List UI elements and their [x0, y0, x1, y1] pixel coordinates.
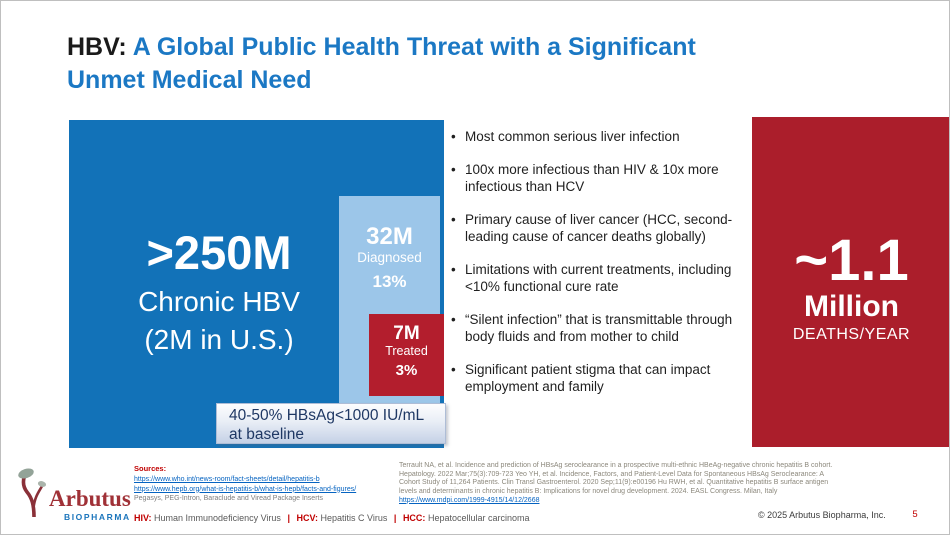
fact-item-3: Primary cause of liver cancer (HCC, seco…	[451, 211, 745, 246]
chronic-hbv-text: >250M Chronic HBV (2M in U.S.)	[69, 120, 369, 405]
diagnosed-label: Diagnosed	[357, 250, 422, 265]
deaths-unit: Million	[804, 290, 899, 323]
treated-value: 7M	[393, 323, 420, 344]
logo-company-sub: BIOPHARMA	[63, 512, 131, 522]
abbr-hcv-full: Hepatitis C Virus	[320, 513, 388, 523]
citations-text: Terrault NA, et al. Incidence and predic…	[399, 462, 833, 496]
abbr-hcv: HCV:	[296, 513, 318, 523]
definitions-separator: |	[287, 513, 290, 523]
deaths-label: DEATHS/YEAR	[792, 326, 911, 343]
page-number: 5	[912, 509, 918, 520]
chronic-hbv-label: Chronic HBV	[138, 285, 300, 317]
treated-label: Treated	[385, 344, 428, 358]
abbr-hcc: HCC:	[402, 513, 426, 523]
key-facts-list: Most common serious liver infection 100x…	[451, 128, 745, 411]
source-link-hepb[interactable]: https://www.hepb.org/what-is-hepatitis-b…	[134, 485, 357, 493]
citations-block: Terrault NA, et al. Incidence and predic…	[399, 462, 836, 506]
fact-item-4: Limitations with current treatments, inc…	[451, 261, 745, 296]
source-note: Pegasys, PEG-Intron, Baraclude and Virea…	[134, 495, 323, 502]
abbr-hiv: HIV:	[134, 513, 152, 523]
chronic-hbv-value: >250M	[146, 225, 292, 279]
title-prefix: HBV:	[67, 33, 127, 61]
abbr-hcc-full: Hepatocellular carcinoma	[427, 513, 530, 523]
sources-label: Sources:	[134, 464, 167, 473]
copyright-notice: © 2025 Arbutus Biopharma, Inc.	[758, 510, 886, 520]
page-title: HBV: A Global Public Health Threat with …	[67, 31, 767, 97]
citation-link-mdpi[interactable]: https://www.mdpi.com/1999-4915/14/12/266…	[399, 496, 540, 504]
abbreviation-definitions: HIV: Human Immunodeficiency Virus | HCV:…	[134, 513, 530, 523]
diagnosed-value: 32M	[366, 223, 413, 250]
fact-item-5: “Silent infection” that is transmittable…	[451, 311, 745, 346]
deaths-value: ~1.1	[794, 228, 909, 293]
logo-company-name: Arbutus	[49, 486, 131, 511]
baseline-note-box: 40-50% HBsAg<1000 IU/mL at baseline	[216, 403, 446, 444]
source-link-who[interactable]: https://www.who.int/news-room/fact-sheet…	[134, 476, 320, 483]
treated-percent: 3%	[395, 362, 418, 379]
diagnosed-percent: 13%	[372, 272, 407, 291]
fact-item-6: Significant patient stigma that can impa…	[451, 361, 745, 396]
arbutus-logo-text: Arbutus BIOPHARMA	[49, 486, 131, 523]
sources-block: Sources: https://www.who.int/news-room/f…	[134, 464, 396, 504]
abbr-hiv-full: Human Immunodeficiency Virus	[154, 513, 281, 523]
arbutus-logo: Arbutus BIOPHARMA	[17, 467, 137, 522]
fact-item-1: Most common serious liver infection	[451, 128, 745, 146]
definitions-separator: |	[393, 513, 397, 523]
title-line1: A Global Public Health Threat with a Sig…	[132, 33, 696, 61]
baseline-note-line2: at baseline	[229, 426, 304, 443]
fact-item-2: 100x more infectious than HIV & 10x more…	[451, 161, 745, 196]
chronic-hbv-sublabel: (2M in U.S.)	[144, 323, 294, 355]
deaths-box: ~1.1 Million DEATHS/YEAR	[752, 117, 949, 447]
treated-box: 7M Treated 3%	[369, 314, 444, 396]
arbutus-tree-icon	[17, 467, 47, 522]
title-line2: Unmet Medical Need	[67, 66, 312, 94]
baseline-note-line1: 40-50% HBsAg<1000 IU/mL	[229, 407, 425, 424]
